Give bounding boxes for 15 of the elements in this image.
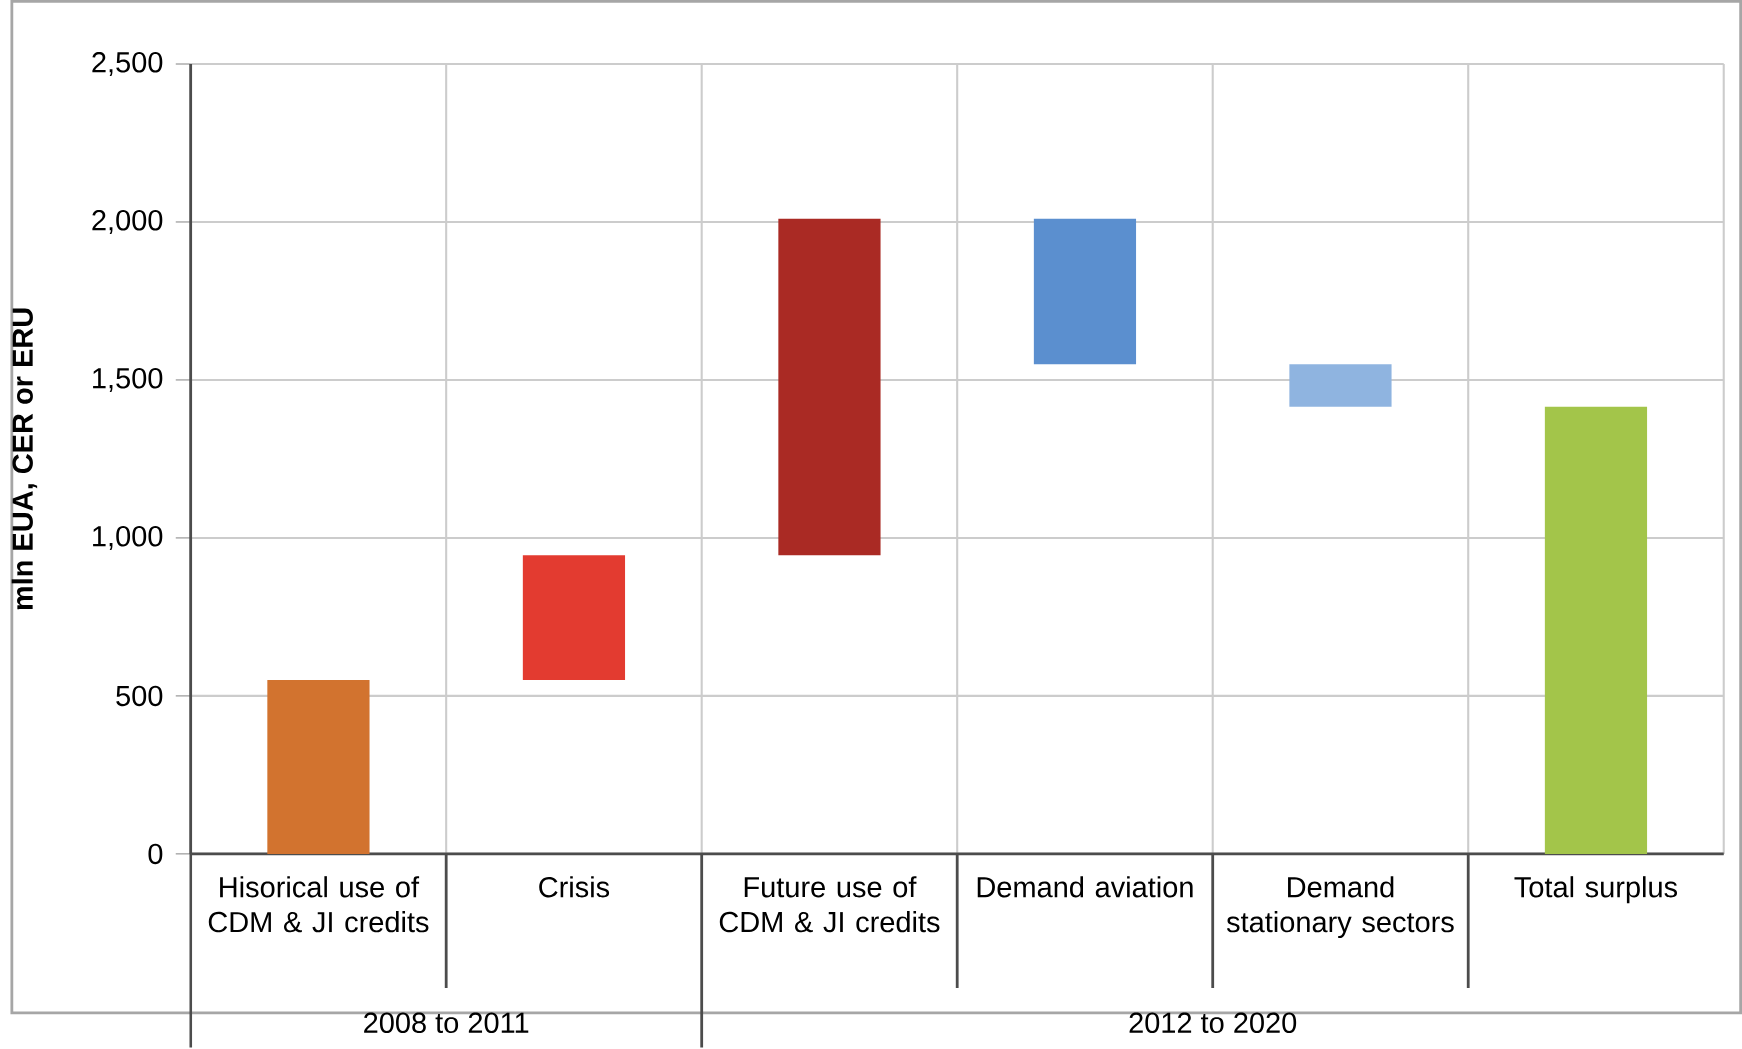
x-tick-label: Future use of CDM & JI credits	[719, 876, 940, 933]
y-tick-label: 2,500	[92, 52, 163, 76]
text: 2008 to 2011	[364, 1012, 529, 1034]
x-tick-label: Hisorical use of CDM & JI credits	[208, 876, 429, 933]
y-axis-title: mln EUA, CER or ERU	[11, 308, 38, 610]
y-tick-label: 1,000	[93, 525, 163, 550]
x-tick-label: Crisis	[539, 876, 610, 898]
y-tick-label: 1,500	[93, 368, 163, 392]
y-tick-label: 2,000	[92, 210, 163, 234]
y-tick-label: 500	[116, 685, 163, 707]
text: 2012 to 2020	[1129, 1012, 1297, 1034]
x-tick-label: Demand stationary sectors	[1226, 876, 1454, 939]
y-tick-label: 0	[148, 843, 163, 865]
x-tick-label: Demand aviation	[977, 876, 1193, 898]
x-tick-label: Total surplus	[1514, 876, 1678, 904]
